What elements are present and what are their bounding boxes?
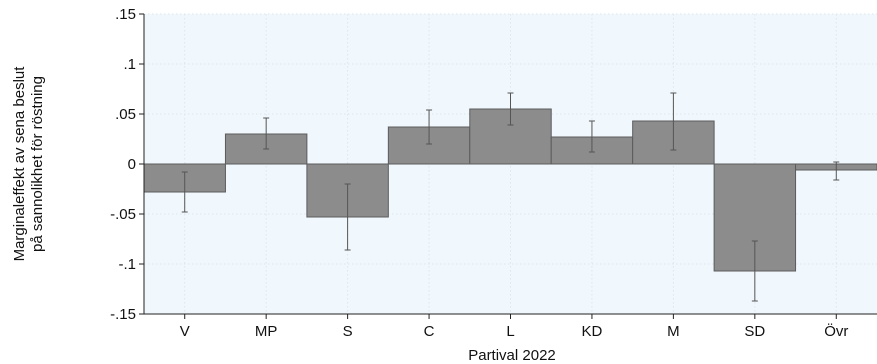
- y-tick-label: .15: [115, 6, 136, 23]
- x-tick-label: MP: [255, 323, 278, 340]
- error-bar-övr: [833, 161, 840, 181]
- y-tick-label: .1: [123, 56, 136, 73]
- error-bars: [181, 92, 840, 302]
- x-tick-label: S: [343, 323, 353, 340]
- y-axis-title-line-1: Marginaleffekt av sena beslut: [11, 66, 28, 262]
- y-tick-label: -.05: [110, 206, 136, 223]
- y-tick-label: 0: [128, 156, 136, 173]
- error-bar-c: [426, 109, 433, 145]
- x-axis-title: Partival 2022: [468, 347, 556, 364]
- x-tick-label: V: [180, 323, 190, 340]
- x-ticks: V MP S C L KD M SD Övr: [180, 314, 848, 340]
- x-tick-label: M: [667, 323, 680, 340]
- error-bar-l: [507, 92, 514, 126]
- y-tick-label: -.15: [110, 306, 136, 323]
- error-bar-s: [344, 183, 351, 251]
- error-bar-v: [181, 171, 188, 213]
- y-tick-label: .05: [115, 106, 136, 123]
- x-tick-label: C: [424, 323, 435, 340]
- x-tick-label: SD: [744, 323, 765, 340]
- error-bar-kd: [588, 120, 595, 153]
- error-bar-m: [670, 92, 677, 151]
- y-ticks: .15 .1 .05 0 -.05 -.1 -.15: [110, 6, 144, 323]
- y-tick-label: -.1: [118, 256, 136, 273]
- x-tick-label: Övr: [824, 322, 848, 340]
- error-bar-sd: [751, 240, 758, 302]
- bar-c: [387, 126, 471, 165]
- error-bar-mp: [263, 117, 270, 150]
- y-axis-title-line-2: på sannolikhet för röstning: [29, 76, 46, 252]
- x-tick-label: KD: [582, 323, 603, 340]
- x-tick-label: L: [506, 323, 514, 340]
